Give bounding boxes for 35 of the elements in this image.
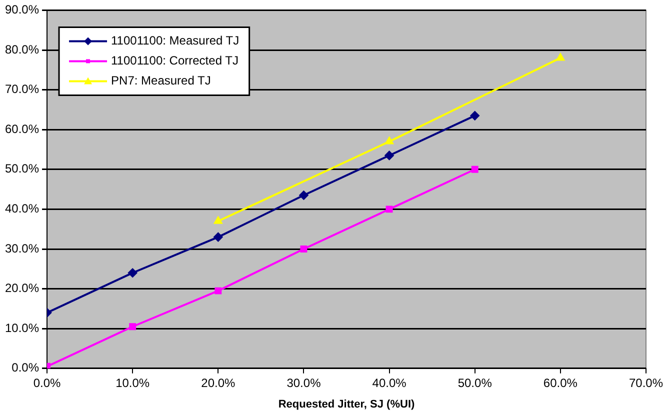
point bbox=[384, 150, 394, 160]
y-tick-label: 80.0% bbox=[4, 42, 40, 56]
point bbox=[471, 166, 478, 173]
legend-label: 11001100: Corrected TJ bbox=[111, 54, 238, 68]
y-tick-label: 20.0% bbox=[4, 281, 40, 296]
x-tick-label: 20.0% bbox=[201, 376, 236, 390]
y-tick-label: 40.0% bbox=[4, 202, 40, 216]
y-tick-label: 0.0% bbox=[12, 360, 40, 375]
point bbox=[129, 323, 136, 330]
y-tick-label: 90.0% bbox=[4, 2, 40, 17]
x-tick-label: 50.0% bbox=[458, 376, 492, 390]
point bbox=[385, 137, 394, 144]
x-tick-label: 40.0% bbox=[372, 376, 407, 390]
point bbox=[470, 111, 480, 120]
point bbox=[300, 246, 308, 252]
point bbox=[214, 216, 222, 224]
x-tick-label: 30.0% bbox=[286, 376, 322, 390]
point bbox=[128, 268, 138, 278]
point bbox=[214, 287, 222, 294]
legend-label: PN7: Measured TJ bbox=[111, 74, 211, 88]
point bbox=[556, 53, 564, 61]
legend-label: 11001100: Measured TJ bbox=[111, 34, 240, 48]
x-tick-label: 10.0% bbox=[116, 376, 150, 390]
y-tick-label: 10.0% bbox=[4, 320, 40, 335]
point bbox=[386, 206, 393, 213]
x-tick-label: 0.0% bbox=[33, 376, 62, 390]
y-tick-label: 30.0% bbox=[4, 241, 40, 256]
y-tick-label: 50.0% bbox=[4, 162, 40, 176]
x-tick-label: 70.0% bbox=[628, 376, 664, 390]
x-axis-title: Requested Jitter, SJ (%UI) bbox=[278, 398, 415, 410]
point bbox=[214, 232, 223, 242]
point bbox=[299, 190, 308, 200]
y-tick-label: 70.0% bbox=[4, 82, 40, 96]
x-tick-label: 60.0% bbox=[543, 376, 578, 390]
y-tick-label: 60.0% bbox=[4, 122, 40, 136]
